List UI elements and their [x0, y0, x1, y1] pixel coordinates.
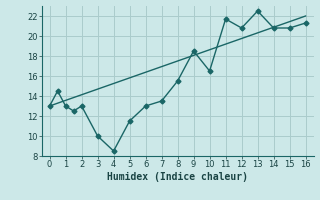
- X-axis label: Humidex (Indice chaleur): Humidex (Indice chaleur): [107, 172, 248, 182]
